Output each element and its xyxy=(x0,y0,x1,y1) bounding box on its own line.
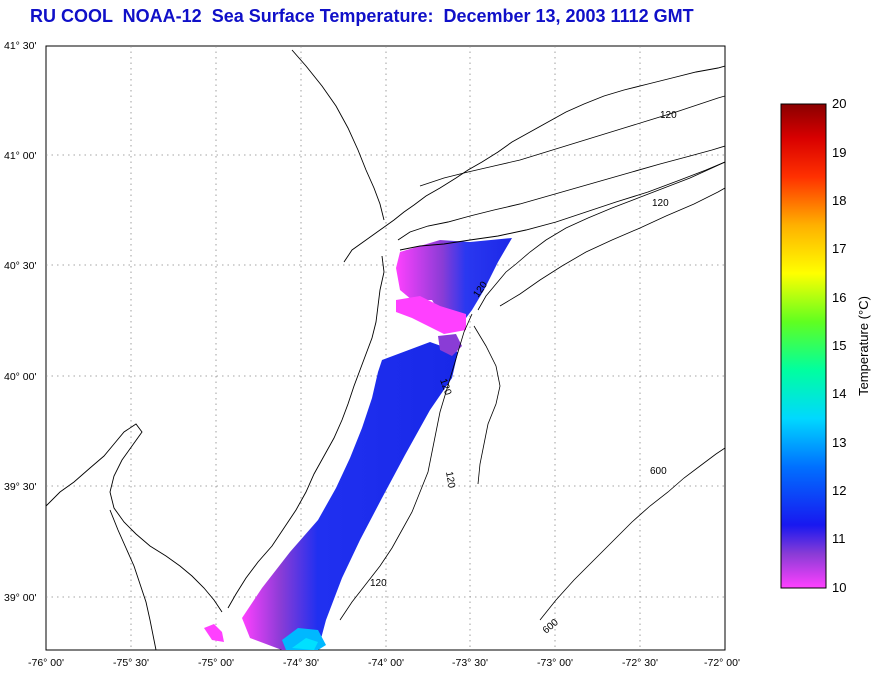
colorbar-tick-19: 19 xyxy=(832,145,846,160)
contour-label-6: 600 xyxy=(650,466,667,477)
contour-120-hudson-canyon xyxy=(473,325,501,485)
sst-swath-dots xyxy=(204,624,224,642)
map-frame xyxy=(45,45,726,651)
longitude-labels: -76° 00' -75° 30' -75° 00' -74° 30' -74°… xyxy=(28,657,740,669)
lat-label-2: 40° 30' xyxy=(4,260,36,272)
lon-label-2: -75° 00' xyxy=(198,657,234,669)
contour-label-4: 120 xyxy=(443,471,457,490)
coastline-long-island-south xyxy=(399,161,725,251)
colorbar-tick-15: 15 xyxy=(832,338,846,353)
contour-label-5: 120 xyxy=(370,578,387,589)
coastline-hudson xyxy=(291,49,385,221)
contour-sound xyxy=(419,95,725,187)
contour-label-0: 120 xyxy=(660,110,677,121)
colorbar-ticks: 20 19 18 17 16 15 14 13 12 11 10 xyxy=(832,96,846,595)
coastline-long-island xyxy=(397,145,725,241)
lat-label-5: 39° 00' xyxy=(4,592,36,604)
colorbar-tick-10: 10 xyxy=(832,580,846,595)
lat-label-0: 41° 30' xyxy=(4,40,36,52)
colorbar-tick-20: 20 xyxy=(832,96,846,111)
lon-label-4: -74° 00' xyxy=(368,657,404,669)
colorbar-tick-13: 13 xyxy=(832,435,846,450)
lat-label-1: 41° 00' xyxy=(4,150,36,162)
colorbar: 20 19 18 17 16 15 14 13 12 11 10 Tempera… xyxy=(780,96,871,595)
coastline-new-jersey xyxy=(227,255,385,609)
contour-inner-shelf xyxy=(499,187,725,307)
lat-label-4: 39° 30' xyxy=(4,481,36,493)
colorbar-tick-18: 18 xyxy=(832,193,846,208)
coastline-delaware-bay xyxy=(46,423,223,613)
lat-label-3: 40° 00' xyxy=(4,371,36,383)
colorbar-tick-12: 12 xyxy=(832,483,846,498)
sst-swath xyxy=(204,238,512,650)
contour-120-south xyxy=(339,313,473,621)
lon-label-6: -73° 00' xyxy=(537,657,573,669)
lon-label-5: -73° 30' xyxy=(452,657,488,669)
contour-label-1: 120 xyxy=(652,198,669,209)
colorbar-gradient xyxy=(780,103,827,589)
lon-label-3: -74° 30' xyxy=(283,657,319,669)
page-title: RU COOL NOAA-12 Sea Surface Temperature:… xyxy=(30,6,694,26)
lon-label-0: -76° 00' xyxy=(28,657,64,669)
coastline-delaware-south xyxy=(109,509,157,650)
lon-label-8: -72° 00' xyxy=(704,657,740,669)
colorbar-tick-17: 17 xyxy=(832,241,846,256)
colorbar-label: Temperature (°C) xyxy=(856,296,871,396)
colorbar-tick-14: 14 xyxy=(832,386,846,401)
latitude-labels: 41° 30' 41° 00' 40° 30' 40° 00' 39° 30' … xyxy=(4,40,36,604)
sst-swath-main xyxy=(242,342,458,650)
coastline xyxy=(46,49,725,650)
sst-swath-south-cyan2 xyxy=(292,638,318,650)
lon-label-7: -72° 30' xyxy=(622,657,658,669)
coastline-new-england xyxy=(343,65,725,263)
lon-label-1: -75° 30' xyxy=(113,657,149,669)
colorbar-tick-11: 11 xyxy=(832,531,846,546)
colorbar-tick-16: 16 xyxy=(832,290,846,305)
contour-120 xyxy=(477,161,725,311)
sst-swath-mid xyxy=(396,296,466,334)
sst-swath-mid-purple xyxy=(438,334,462,356)
sst-swath-ny-bight xyxy=(396,238,512,326)
contour-600 xyxy=(539,447,725,621)
bathymetry-contours xyxy=(339,95,725,621)
